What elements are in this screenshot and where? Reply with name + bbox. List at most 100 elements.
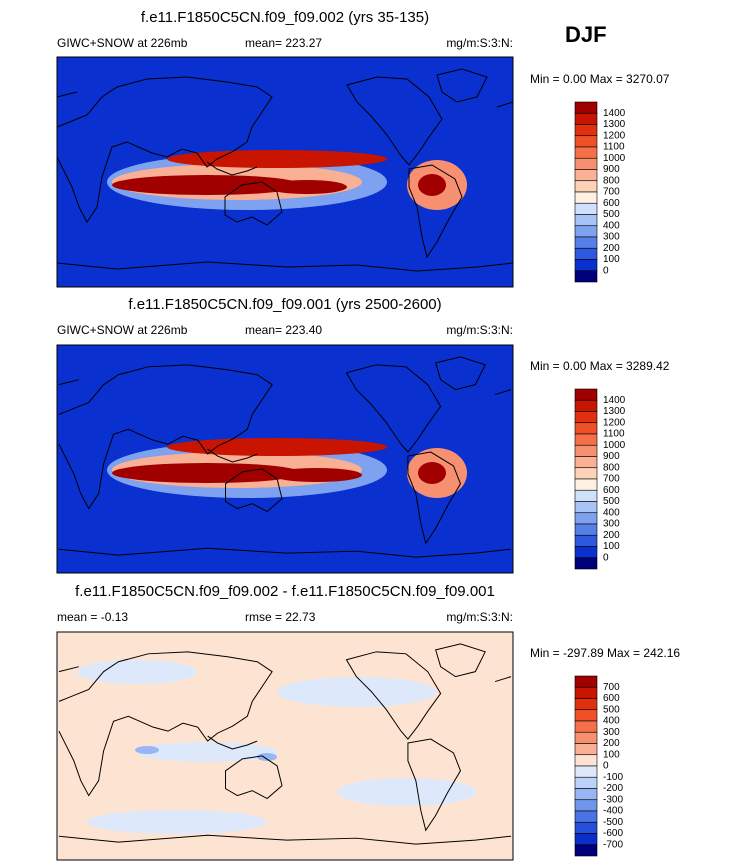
colorbar-box	[574, 720, 598, 733]
map	[56, 631, 514, 861]
colorbar-label: 100	[603, 749, 620, 760]
colorbar-label: 200	[603, 738, 620, 749]
colorbar-label: 900	[603, 451, 620, 462]
colorbar-box	[574, 270, 598, 283]
colorbar-label: 500	[603, 496, 620, 507]
colorbar-label: 800	[603, 175, 620, 186]
colorbar-label: 400	[603, 716, 620, 727]
colorbar-label: 1100	[603, 142, 625, 153]
colorbar-box	[574, 191, 598, 204]
colorbar-label: -100	[603, 772, 623, 783]
colorbar-box	[574, 754, 598, 767]
left-label: GIWC+SNOW at 226mb	[57, 36, 188, 50]
colorbar-label: 0	[603, 552, 609, 563]
colorbar-box	[574, 236, 598, 249]
colorbar-box	[574, 709, 598, 722]
colorbar-box	[574, 467, 598, 480]
colorbar-box	[574, 489, 598, 502]
colorbar-label: 500	[603, 704, 620, 715]
colorbar-box	[574, 557, 598, 570]
colorbar-box	[574, 169, 598, 182]
colorbar-box	[574, 101, 598, 114]
colorbar-box	[574, 388, 598, 401]
colorbar-box	[574, 135, 598, 148]
stats-label: Min = -297.89 Max = 242.16	[530, 646, 680, 660]
colorbar-label: 200	[603, 243, 620, 254]
colorbar-label: 300	[603, 727, 620, 738]
colorbar-box	[574, 512, 598, 525]
colorbar-box	[574, 788, 598, 801]
colorbar: 7006005004003002001000-100-200-300-400-5…	[574, 675, 623, 857]
colorbar-label: 400	[603, 220, 620, 231]
left-label: GIWC+SNOW at 226mb	[57, 323, 188, 337]
center-label: mean= 223.40	[245, 323, 322, 337]
left-label: mean = -0.13	[57, 610, 128, 624]
colorbar-box	[574, 799, 598, 812]
colorbar-label: 600	[603, 198, 620, 209]
colorbar-label: -300	[603, 794, 623, 805]
colorbar-label: 600	[603, 693, 620, 704]
colorbar-label: -500	[603, 817, 623, 828]
colorbar-label: -700	[603, 839, 623, 850]
season-label: DJF	[565, 22, 607, 47]
colorbar-label: 500	[603, 209, 620, 220]
colorbar-label: 300	[603, 232, 620, 243]
colorbar-box	[574, 456, 598, 469]
colorbar-box	[574, 546, 598, 559]
colorbar-label: 0	[603, 265, 609, 276]
colorbar-label: 400	[603, 507, 620, 518]
colorbar-box	[574, 180, 598, 193]
colorbar-box	[574, 146, 598, 159]
colorbar-label: -200	[603, 783, 623, 794]
colorbar-box	[574, 433, 598, 446]
colorbar-label: -600	[603, 828, 623, 839]
colorbar-label: 1300	[603, 406, 626, 417]
colorbar-label: 700	[603, 187, 620, 198]
colorbar-box	[574, 202, 598, 215]
center-label: mean= 223.27	[245, 36, 322, 50]
colorbar-box	[574, 247, 598, 260]
colorbar-label: 1400	[603, 108, 626, 119]
colorbar-box	[574, 776, 598, 789]
panel-title: f.e11.F1850C5CN.f09_f09.001 (yrs 2500-26…	[128, 296, 441, 313]
colorbar-label: 1200	[603, 417, 626, 428]
colorbar-label: 900	[603, 164, 620, 175]
colorbar-label: -400	[603, 806, 623, 817]
colorbar-box	[574, 411, 598, 424]
colorbar-box	[574, 478, 598, 491]
colorbar-label: 700	[603, 682, 620, 693]
colorbar-box	[574, 833, 598, 846]
panel-title: f.e11.F1850C5CN.f09_f09.002 - f.e11.F185…	[75, 583, 495, 600]
colorbar-box	[574, 821, 598, 834]
colorbar-box	[574, 810, 598, 823]
colorbar-box	[574, 444, 598, 457]
colorbar-label: 800	[603, 462, 620, 473]
colorbar-label: 100	[603, 254, 620, 265]
colorbar-box	[574, 124, 598, 137]
colorbar-box	[574, 844, 598, 857]
colorbar-box	[574, 675, 598, 688]
colorbar-box	[574, 731, 598, 744]
colorbar-label: 600	[603, 485, 620, 496]
colorbar-box	[574, 214, 598, 227]
stats-label: Min = 0.00 Max = 3289.42	[530, 359, 670, 373]
right-label: mg/m:S:3:N:	[446, 36, 513, 50]
colorbar-label: 1400	[603, 395, 626, 406]
map	[56, 344, 514, 574]
colorbar-label: 1200	[603, 130, 626, 141]
stats-label: Min = 0.00 Max = 3270.07	[530, 72, 670, 86]
colorbar-box	[574, 399, 598, 412]
colorbar-box	[574, 157, 598, 170]
colorbar-label: 700	[603, 474, 620, 485]
center-label: rmse = 22.73	[245, 610, 316, 624]
colorbar-box	[574, 534, 598, 547]
colorbar-label: 0	[603, 761, 609, 772]
map	[56, 56, 514, 288]
colorbar-box	[574, 765, 598, 778]
colorbar-box	[574, 686, 598, 699]
colorbar-box	[574, 422, 598, 435]
colorbar-box	[574, 225, 598, 238]
colorbar-label: 1300	[603, 119, 626, 130]
